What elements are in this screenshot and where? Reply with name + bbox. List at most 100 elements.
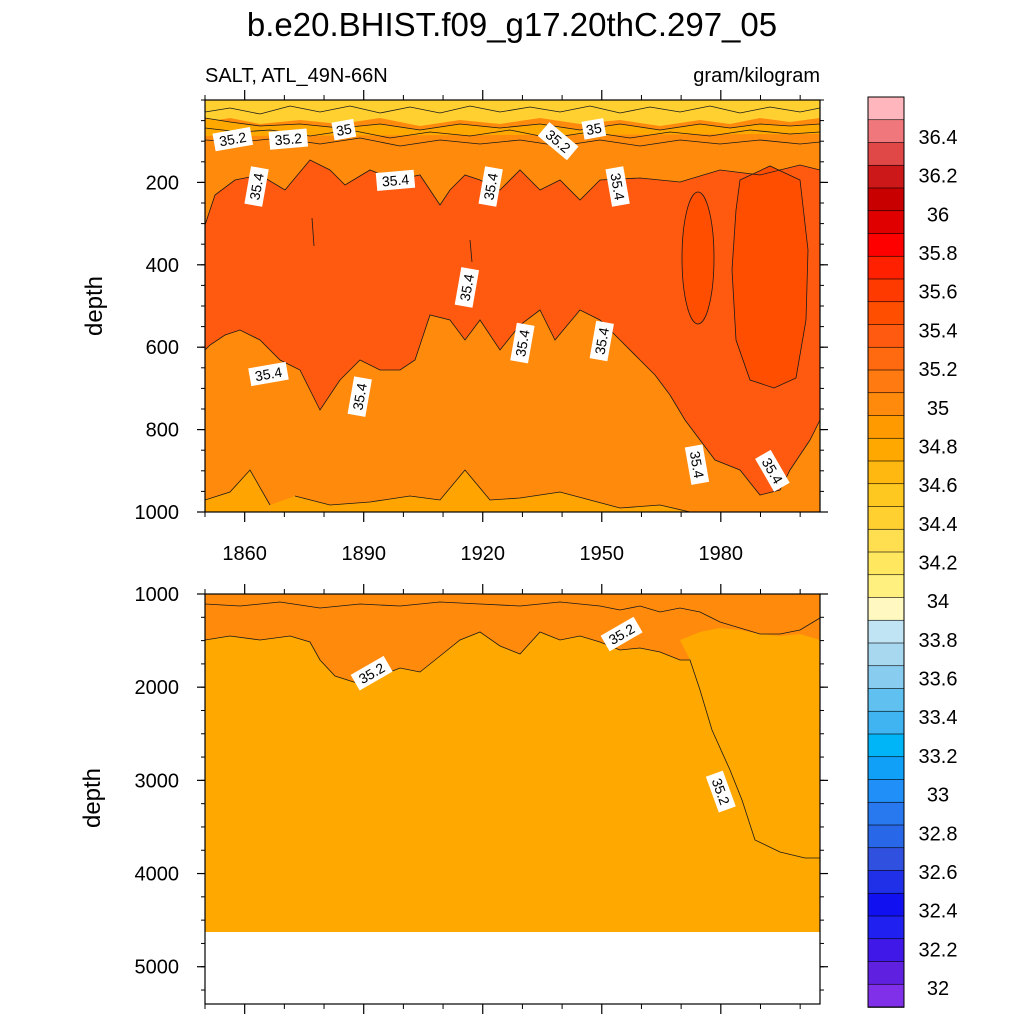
colorbar-segment [867,665,905,690]
colorbar-label: 35.8 [919,243,958,265]
x-tick-label: 1950 [580,543,625,565]
contour-label-text: 35.4 [349,382,370,412]
colorbar-segment [867,574,905,599]
colorbar-label: 36.4 [919,127,958,149]
contour-label-text: 35.4 [246,172,267,202]
y-tick-label: 600 [146,337,179,359]
colorbar-label: 36.2 [919,166,958,188]
contour-label-text: 35.2 [274,130,303,148]
x-tick-label: 1890 [341,543,386,565]
colorbar-label: 34.6 [919,475,958,497]
colorbar-segment [867,688,905,713]
colorbar-segment [867,983,905,1008]
colorbar-label: 33.6 [919,669,958,691]
y-tick-label: 800 [146,420,179,442]
colorbar-label: 34.2 [919,553,958,575]
colorbar-segment [867,870,905,895]
x-tick-label: 1920 [460,543,505,565]
lower-y-axis-label: depth [79,768,106,828]
colorbar-label: 32 [927,978,949,1000]
colorbar-label: 34.4 [919,514,958,536]
colorbar-segment [867,801,905,826]
contour-label: 35.4 [605,166,630,207]
contour-label: 35.4 [510,322,535,364]
x-tick-label: 1860 [222,543,267,565]
y-tick-label: 200 [146,172,179,194]
colorbar-segment [867,255,905,280]
colorbar-label: 35.6 [919,282,958,304]
contour-label: 35.4 [684,444,710,485]
colorbar-segment [867,733,905,758]
colorbar-segment [867,187,905,212]
colorbar-label: 33 [927,785,949,807]
lower-plot-frame [204,593,821,1005]
colorbar-segment [867,483,905,508]
colorbar-segment [867,164,905,189]
colorbar-segment [867,710,905,735]
contour-label: 35.4 [347,376,372,417]
colorbar-label: 33.4 [919,707,958,729]
contour-label: 35.4 [589,320,614,362]
contour-label-text: 35.4 [607,172,628,202]
colorbar-segment [867,528,905,553]
figure-title: b.e20.BHIST.f09_g17.20thC.297_05 [247,6,777,43]
colorbar-label: 32.4 [919,901,958,923]
contour-label-text: 35.4 [480,172,501,202]
colorbar-segment [867,119,905,144]
upper-y-axis-label: depth [81,276,108,336]
colorbar-segment [867,756,905,781]
colorbar-label: 34 [927,591,949,613]
lower-contour-fill: 35.235.235.2 [205,594,820,1004]
contour-label-text: 35.4 [512,328,533,358]
contour-label: 35.4 [454,267,480,308]
y-tick-label: 2000 [135,677,180,699]
colorbar-segment [867,369,905,394]
colorbar-label: 32.6 [919,862,958,884]
colorbar-segment [867,506,905,531]
colorbar-label: 32.8 [919,823,958,845]
contour-label-text: 35 [335,120,353,138]
units-subtitle: gram/kilogram [693,65,820,87]
colorbar-label: 32.2 [919,939,958,961]
contour-label: 35.2 [212,126,254,152]
contour-label: 35.4 [244,166,269,207]
colorbar-label: 34.8 [919,436,958,458]
upper-axis-ticks: 200 400 600 800 1000 1860 1890 1920 1950 1980 [135,90,828,565]
y-tick-label: 400 [146,255,179,277]
contour-label-text: 35.4 [457,272,478,302]
colorbar-segment [867,278,905,303]
colorbar-segment [867,642,905,667]
colorbar-segment [867,892,905,917]
upper-panel: SALT, ATL_49N-66N gram/kilogram [81,65,828,565]
colorbar-segment [867,437,905,462]
colorbar-segment [867,210,905,235]
colorbar-segment [867,779,905,804]
colorbar-frame [867,96,905,1008]
colorbar-segment [867,619,905,644]
contour-label: 35.4 [248,361,289,387]
colorbar-segment [867,961,905,986]
colorbar-segment [867,551,905,576]
y-tick-label: 5000 [135,957,180,979]
colorbar-segment [867,824,905,849]
y-tick-label: 1000 [135,584,180,606]
upper-contour-labels: 35.2 35.2 35 35.4 35.4 35.4 35.2 35 35.4 35.4 35.4… [212,118,790,492]
variable-subtitle: SALT, ATL_49N-66N [205,65,388,87]
contour-label: 35.4 [478,166,503,207]
contour-label-text: 35.4 [592,326,613,356]
lower-panel: 35.235.235.2 1000 2000 3000 4000 5000 depth [79,584,828,1014]
contour-label-text: 35.2 [218,129,248,150]
colorbar-segment [867,415,905,440]
colorbar-label: 36 [927,204,949,226]
colorbar-segment [867,847,905,872]
colorbar-segment [867,301,905,326]
colorbar-label: 33.8 [919,630,958,652]
colorbar-segment [867,142,905,167]
colorbar-segment [867,346,905,371]
lower-contour-labels: 35.235.235.2 [350,616,736,813]
contour-label: 35.2 [537,122,579,161]
colorbar-segment [867,938,905,963]
contour-label-text: 35 [585,120,603,138]
contour-label-text: 35.4 [381,171,410,189]
